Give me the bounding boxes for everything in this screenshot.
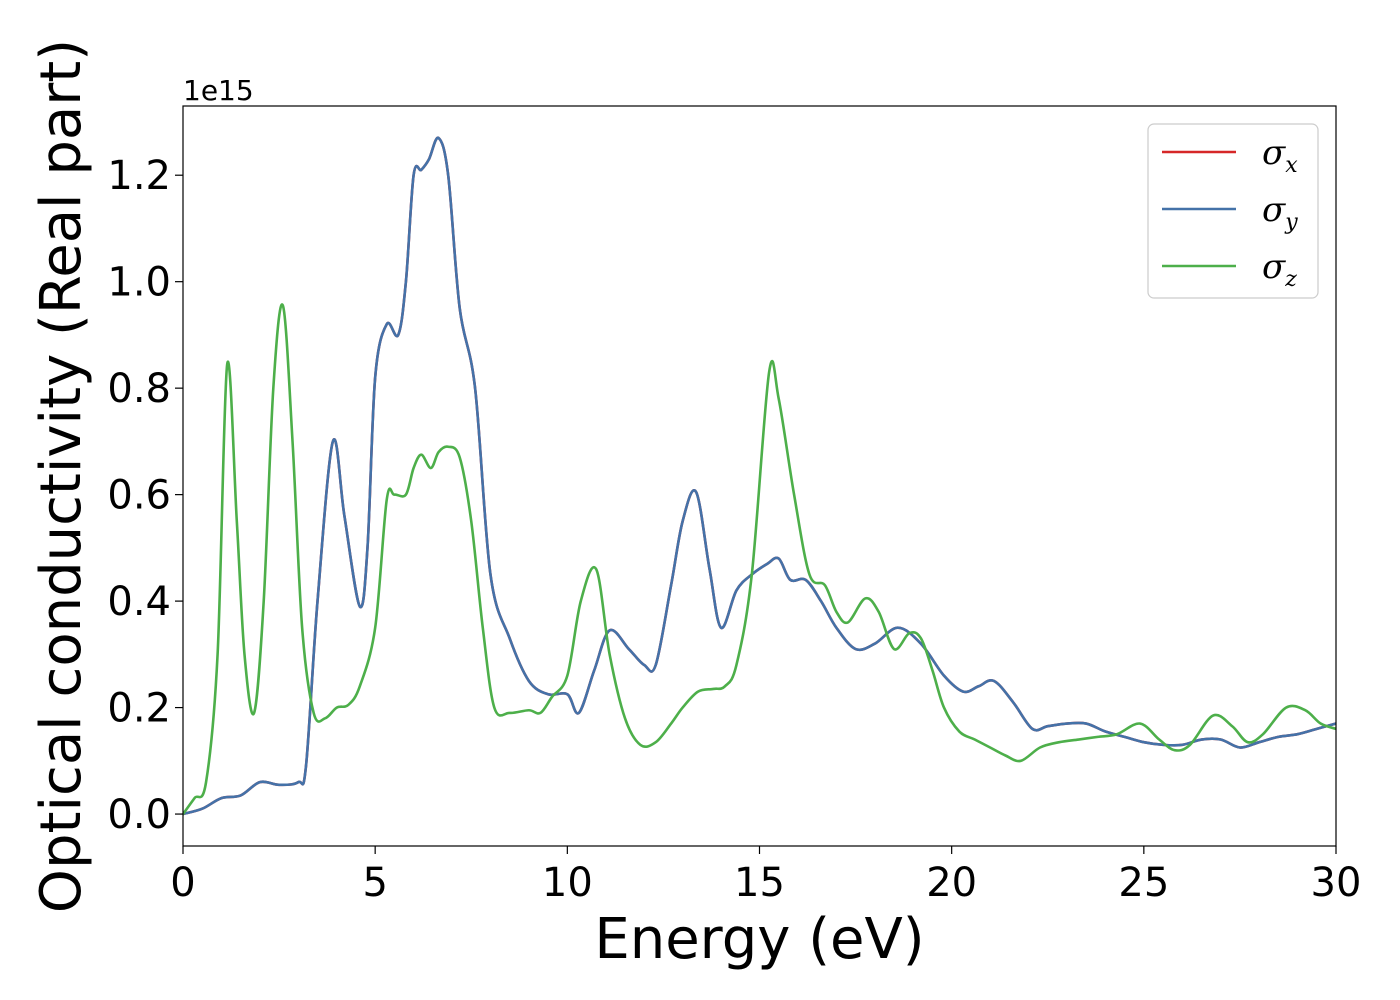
x-tick-label: 15 bbox=[734, 860, 785, 906]
y-tick-label: 1.0 bbox=[107, 260, 171, 306]
y-tick-label: 0.2 bbox=[107, 686, 171, 732]
y-tick-label: 0.0 bbox=[107, 792, 171, 838]
y-tick-label: 0.6 bbox=[107, 473, 171, 519]
series-line-z bbox=[183, 303, 1336, 816]
y-offset-label: 1e15 bbox=[183, 74, 254, 107]
x-axis-label: Energy (eV) bbox=[594, 907, 924, 972]
legend-label-sub: x bbox=[1285, 153, 1298, 178]
legend-label-sub: z bbox=[1284, 267, 1297, 292]
x-tick-label: 30 bbox=[1311, 860, 1362, 906]
x-tick-label: 25 bbox=[1118, 860, 1169, 906]
x-tick-label: 20 bbox=[926, 860, 977, 906]
legend-label-x: σx bbox=[1262, 133, 1298, 178]
y-axis-label: Optical conductivity (Real part) bbox=[29, 39, 94, 913]
y-axis: 0.0 0.2 0.4 0.6 0.8 1.0 1.2 bbox=[107, 153, 183, 838]
series-line-y bbox=[183, 136, 1336, 816]
series-layer bbox=[183, 136, 1336, 816]
legend-label-z: σz bbox=[1262, 247, 1297, 292]
legend-label-y: σy bbox=[1262, 190, 1298, 235]
legend-label-base: σ bbox=[1262, 190, 1286, 230]
legend-label-base: σ bbox=[1262, 133, 1286, 173]
x-axis: 0 5 10 15 20 25 30 bbox=[170, 846, 1361, 906]
y-tick-label: 0.8 bbox=[107, 366, 171, 412]
legend-label-base: σ bbox=[1262, 247, 1286, 287]
x-tick-label: 5 bbox=[362, 860, 387, 906]
legend-box bbox=[1147, 123, 1319, 299]
x-tick-label: 0 bbox=[170, 860, 195, 906]
y-tick-label: 0.4 bbox=[107, 579, 171, 625]
y-tick-label: 1.2 bbox=[107, 153, 171, 199]
x-tick-label: 10 bbox=[542, 860, 593, 906]
legend-label-sub: y bbox=[1284, 210, 1298, 235]
